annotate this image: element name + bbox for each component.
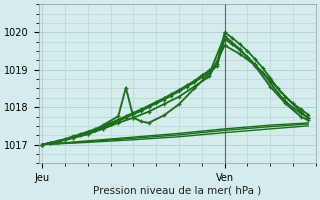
X-axis label: Pression niveau de la mer( hPa ): Pression niveau de la mer( hPa )	[93, 186, 261, 196]
